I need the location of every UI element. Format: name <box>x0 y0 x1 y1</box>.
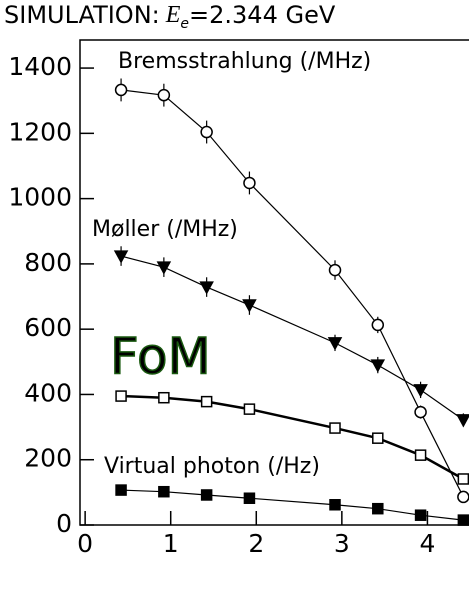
series-line <box>121 394 464 481</box>
marker <box>329 422 341 434</box>
chart-title: SIMULATION: Ee=2.344 GeV <box>4 1 336 32</box>
y-tick-label: 1000 <box>8 183 72 212</box>
plot-frame <box>79 39 469 526</box>
marker <box>457 490 469 504</box>
marker <box>243 403 256 415</box>
marker <box>371 318 385 332</box>
marker <box>158 485 170 498</box>
marker <box>456 414 469 428</box>
marker <box>200 395 213 408</box>
series-label: FoM <box>110 328 211 386</box>
marker <box>457 514 469 526</box>
marker <box>372 502 384 515</box>
y-tick-label: 600 <box>24 313 72 342</box>
y-tick-label: 1400 <box>8 52 72 81</box>
series-line <box>121 489 464 521</box>
x-tick-label: 4 <box>419 529 435 558</box>
series-label: Virtual photon (/Hz) <box>104 454 320 479</box>
y-tick-label: 1200 <box>8 117 72 146</box>
marker <box>329 499 341 511</box>
marker <box>328 263 342 277</box>
marker <box>243 492 256 504</box>
marker <box>370 359 386 373</box>
x-tick-label: 2 <box>248 529 264 558</box>
marker <box>158 391 170 404</box>
y-tick-label: 400 <box>24 378 72 407</box>
marker <box>199 281 214 295</box>
series-label: Bremsstrahlung (/MHz) <box>118 49 371 74</box>
marker <box>372 432 384 444</box>
x-tick-label: 0 <box>77 529 93 558</box>
y-tick-label: 200 <box>24 444 72 473</box>
x-tick-label: 3 <box>334 529 350 558</box>
series-label: Møller (/MHz) <box>92 217 238 242</box>
y-tick-label: 800 <box>24 248 72 277</box>
x-tick-label: 1 <box>163 529 179 558</box>
marker <box>115 390 127 402</box>
marker <box>200 125 213 139</box>
marker <box>113 250 129 264</box>
marker <box>114 83 128 97</box>
series-line <box>121 89 464 498</box>
marker <box>115 484 127 496</box>
marker <box>327 337 343 351</box>
marker <box>414 405 427 419</box>
marker <box>414 449 427 461</box>
marker <box>157 88 171 102</box>
marker <box>156 261 172 275</box>
marker <box>413 384 428 398</box>
marker <box>200 489 213 501</box>
series-line <box>120 255 464 421</box>
marker <box>457 473 469 485</box>
marker <box>243 176 256 190</box>
marker <box>414 509 427 521</box>
y-tick-label: 0 <box>56 509 72 538</box>
marker <box>242 299 257 313</box>
